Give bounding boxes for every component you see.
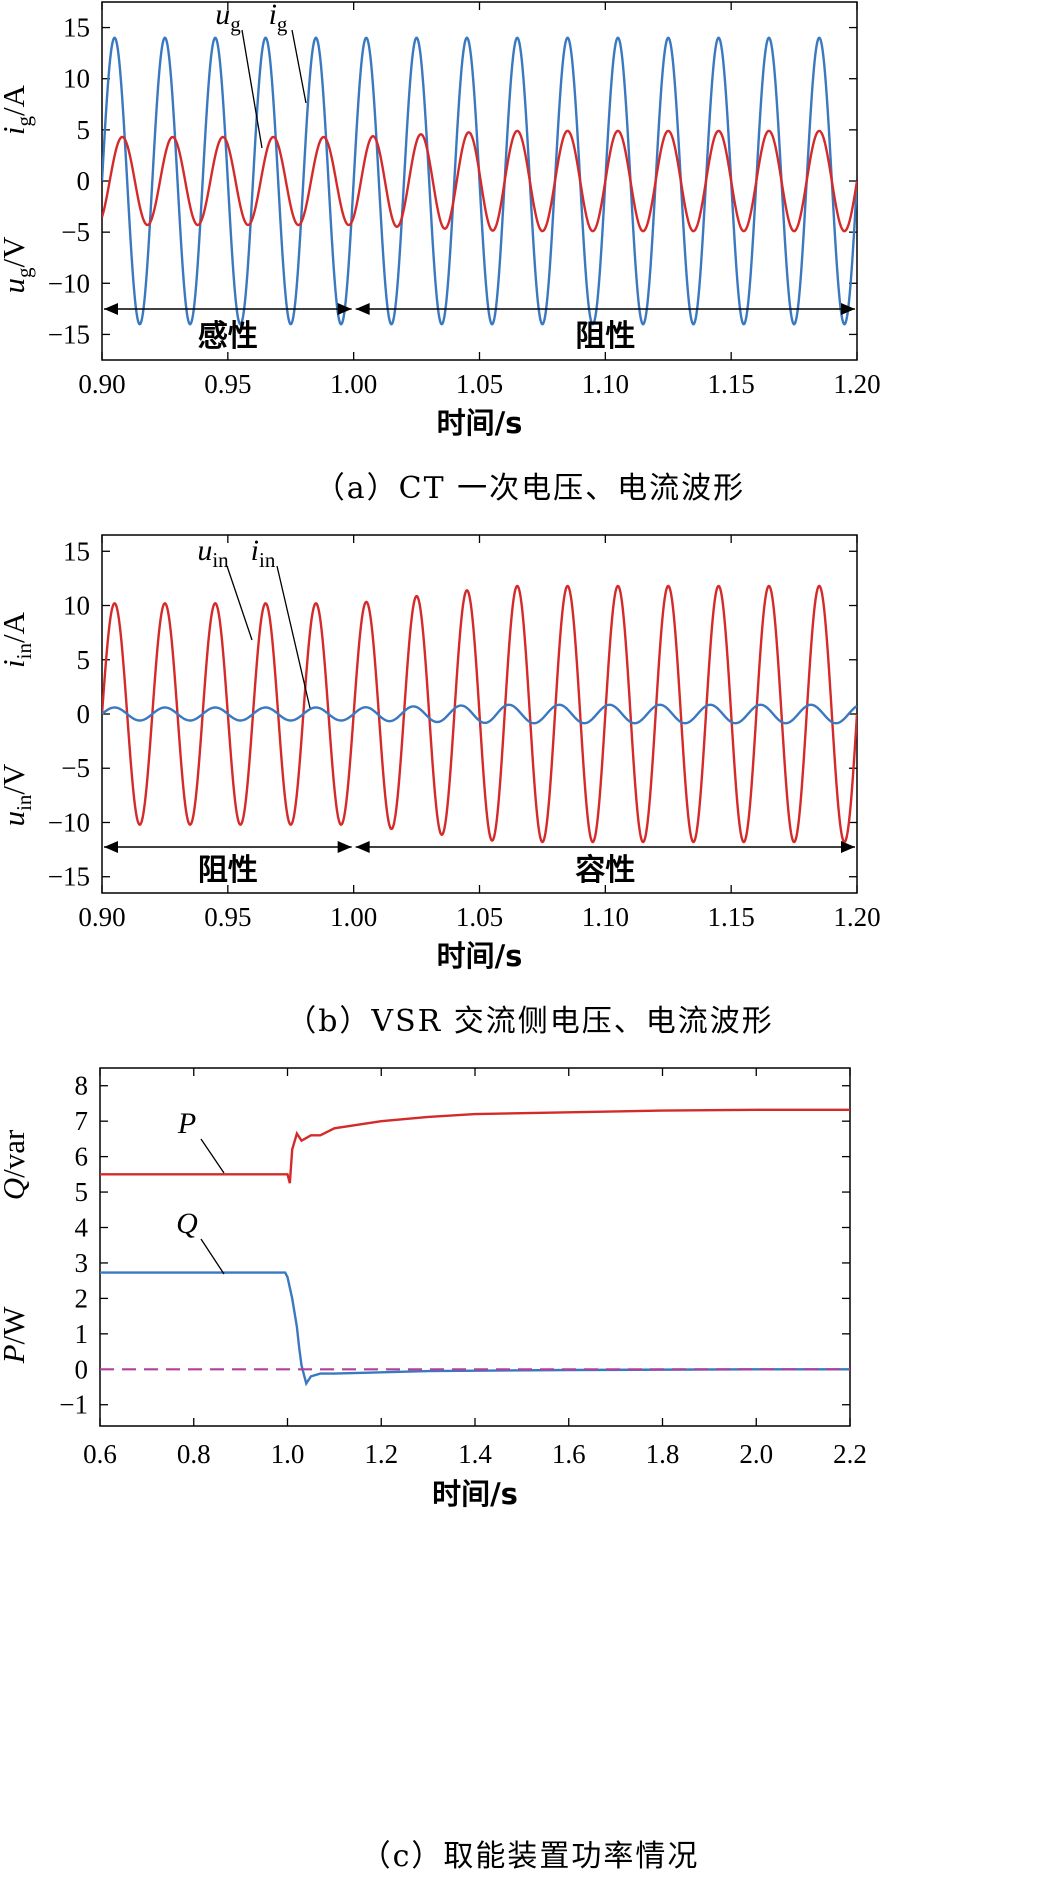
y-tick-label: −15 — [48, 862, 90, 892]
y-tick-label: −5 — [61, 753, 90, 783]
y-tick-label: 0 — [75, 1354, 89, 1384]
arrowhead — [355, 841, 370, 853]
y-axis-title-bottom: uin/V — [0, 763, 36, 826]
arrowhead — [337, 841, 352, 853]
x-axis-title: 时间/s — [432, 1477, 518, 1511]
y-axis-title-bottom: P/W — [0, 1306, 31, 1365]
y-tick-label: 2 — [75, 1283, 89, 1313]
leader-line — [291, 29, 307, 104]
series-line-q — [100, 1271, 850, 1387]
series-line-p — [100, 1108, 850, 1184]
y-tick-label: −15 — [48, 319, 90, 349]
arrowhead — [104, 841, 118, 853]
chart-a: 0.90 0.95 1.00 1.05 1.10 1.15 1.20 15 10 5 0 −5 −10 −… — [0, 0, 881, 506]
y-axis-title-top: iin/A — [0, 611, 36, 668]
x-tick-label: 1.15 — [708, 369, 755, 399]
y-tick-label: 15 — [63, 13, 90, 43]
x-tick-label: 1.20 — [833, 902, 880, 932]
y-tick-label: −1 — [59, 1390, 88, 1420]
region-label: 感性 — [198, 319, 258, 354]
arrowhead — [355, 303, 370, 315]
series-line-u-in — [102, 584, 857, 844]
series-line-i-in — [102, 703, 857, 725]
x-tick-label: 0.6 — [83, 1439, 117, 1469]
region-label: 阻性 — [575, 319, 635, 354]
x-tick-label: 1.10 — [582, 902, 629, 932]
y-tick-label: 7 — [75, 1106, 89, 1136]
y-tick-label: 6 — [75, 1142, 89, 1172]
series-label-i-in: iin — [251, 534, 276, 572]
figure-caption: （a）CT 一次电压、电流波形 — [315, 471, 745, 506]
y-tick-label: 0 — [77, 166, 91, 196]
x-tick-label: 1.00 — [330, 369, 377, 399]
y-tick-label: 5 — [77, 645, 91, 675]
leader-line — [241, 29, 263, 149]
x-tick-label: 1.00 — [330, 902, 377, 932]
y-tick-label: 5 — [77, 115, 91, 145]
series-label-u-in: uin — [197, 534, 229, 572]
arrowhead — [841, 841, 855, 853]
y-tick-label: −5 — [61, 217, 90, 247]
x-tick-label: 1.6 — [552, 1439, 586, 1469]
x-tick-label: 1.05 — [456, 902, 503, 932]
x-tick-label: 1.0 — [271, 1439, 305, 1469]
series-label-u-g: ug — [215, 0, 241, 36]
x-tick-label: 2.0 — [739, 1439, 773, 1469]
x-tick-label: 0.95 — [204, 902, 251, 932]
y-axis-title-top: ig/A — [0, 84, 36, 135]
series-line-i-g — [102, 129, 857, 233]
y-axis-title-bottom: ug/V — [0, 236, 36, 294]
leader-line — [200, 1138, 225, 1174]
x-tick-label: 1.10 — [582, 369, 629, 399]
series-label-p: P — [177, 1107, 196, 1140]
x-tick-label: 1.8 — [646, 1439, 680, 1469]
x-tick-label: 1.2 — [364, 1439, 398, 1469]
x-tick-label: 2.2 — [833, 1439, 867, 1469]
y-axis-title-top: Q/var — [0, 1129, 31, 1200]
y-tick-label: −10 — [48, 268, 90, 298]
x-axis-title: 时间/s — [437, 939, 523, 973]
figure-caption: （c）取能装置功率情况 — [361, 1839, 700, 1874]
plot-frame — [99, 1067, 851, 1427]
y-tick-label: 10 — [63, 64, 90, 94]
chart-b: 0.90 0.95 1.00 1.05 1.10 1.15 1.20 15 10 5 0 −5 −10 −… — [0, 534, 881, 1039]
y-tick-label: 15 — [63, 536, 90, 566]
arrowhead — [337, 303, 352, 315]
arrowhead — [104, 303, 118, 315]
x-tick-label: 0.8 — [177, 1439, 211, 1469]
arrowhead — [841, 303, 855, 315]
series-label-q: Q — [176, 1207, 198, 1240]
x-tick-label: 1.15 — [708, 902, 755, 932]
x-tick-label: 1.20 — [833, 369, 880, 399]
y-tick-label: 0 — [77, 699, 91, 729]
x-tick-label: 0.95 — [204, 369, 251, 399]
y-tick-label: 3 — [75, 1248, 89, 1278]
leader-line — [226, 565, 253, 641]
x-axis-title: 时间/s — [437, 406, 523, 440]
y-tick-label: 8 — [75, 1071, 89, 1101]
y-tick-label: −10 — [48, 807, 90, 837]
x-tick-label: 1.05 — [456, 369, 503, 399]
x-tick-label: 0.90 — [78, 902, 125, 932]
figure-caption: （b）VSR 交流侧电压、电流波形 — [286, 1004, 774, 1039]
region-label: 容性 — [575, 853, 635, 888]
y-tick-label: 4 — [75, 1213, 89, 1243]
x-tick-label: 1.4 — [458, 1439, 492, 1469]
region-label: 阻性 — [198, 853, 258, 888]
x-tick-label: 0.90 — [78, 369, 125, 399]
leader-line — [276, 565, 311, 709]
chart-c: 0.6 0.8 1.0 1.2 1.4 1.6 1.8 2.0 2.2 8 7 6 5 4 3 2 1 0 −1 时间… — [0, 1067, 867, 1874]
series-label-i-g: ig — [269, 0, 288, 36]
y-tick-label: 5 — [75, 1177, 89, 1207]
y-tick-label: 1 — [75, 1319, 89, 1349]
y-tick-label: 10 — [63, 591, 90, 621]
leader-line — [200, 1238, 225, 1275]
series-line-u-g — [102, 36, 857, 326]
